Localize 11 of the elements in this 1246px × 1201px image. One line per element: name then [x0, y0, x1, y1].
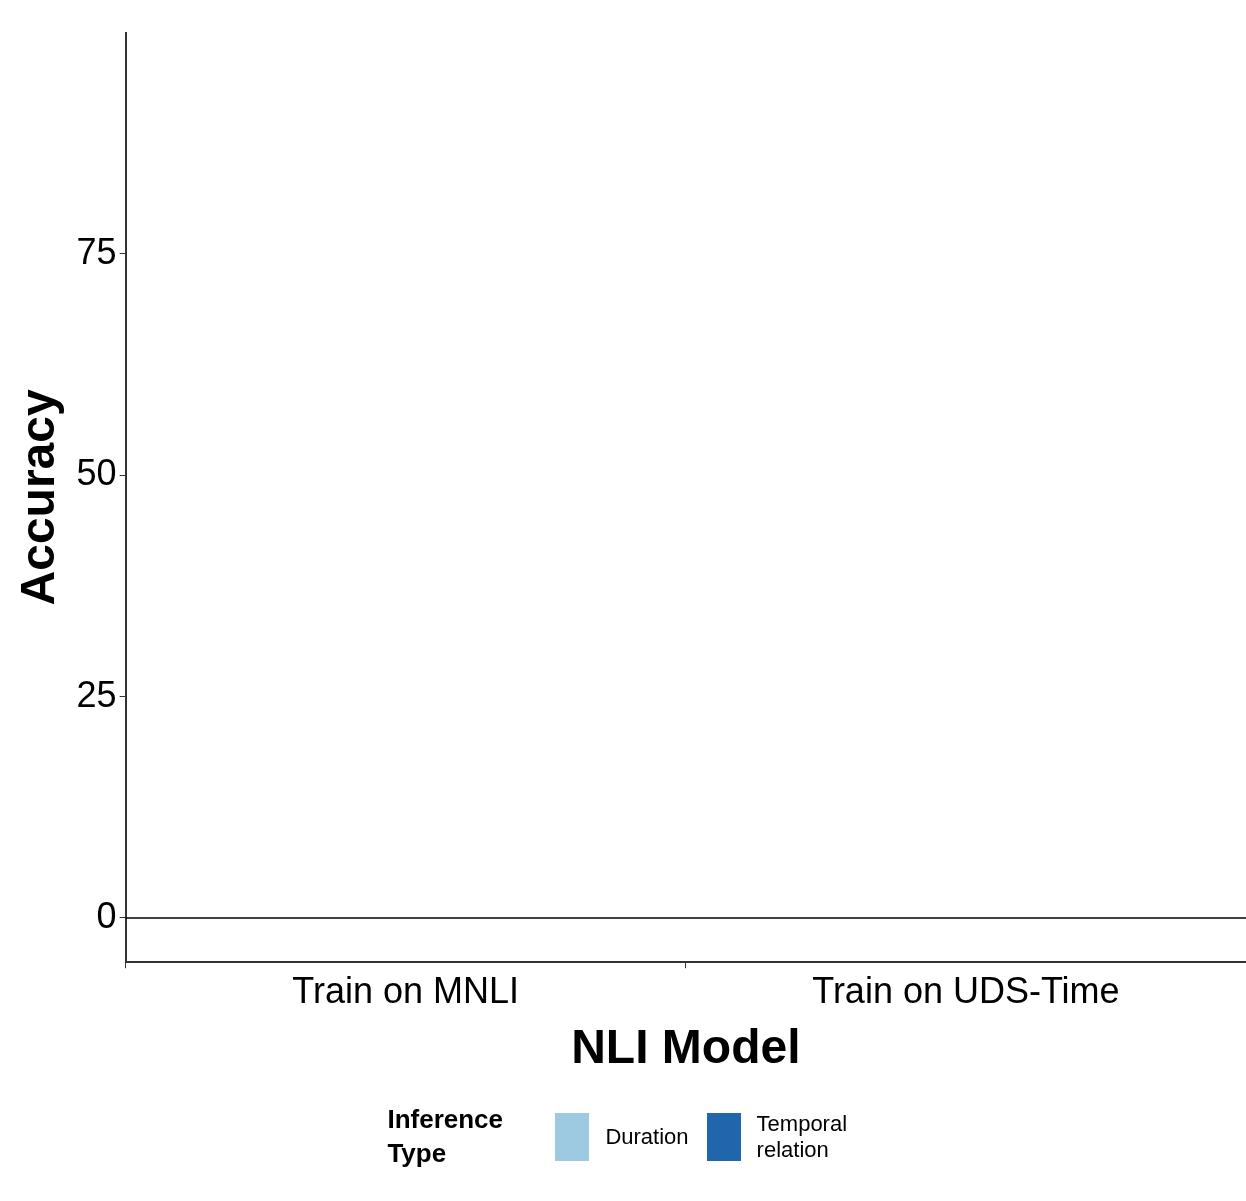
x-axis-title: NLI Model [571, 1020, 801, 1074]
y-tick-label: 50 [76, 452, 117, 494]
x-tick-label: Train on MNLI [292, 969, 520, 1011]
legend-label: Temporal relation [756, 1110, 849, 1163]
y-axis-title: Accuracy [11, 389, 65, 606]
y-tick-label: 0 [96, 894, 117, 936]
y-tick-label: 75 [76, 230, 117, 272]
x-tick-label: Train on UDS-Time [812, 969, 1120, 1011]
legend-title: Inference Type [387, 1103, 505, 1170]
legend-label: Duration [605, 1123, 689, 1150]
y-tick-label: 25 [76, 673, 117, 715]
